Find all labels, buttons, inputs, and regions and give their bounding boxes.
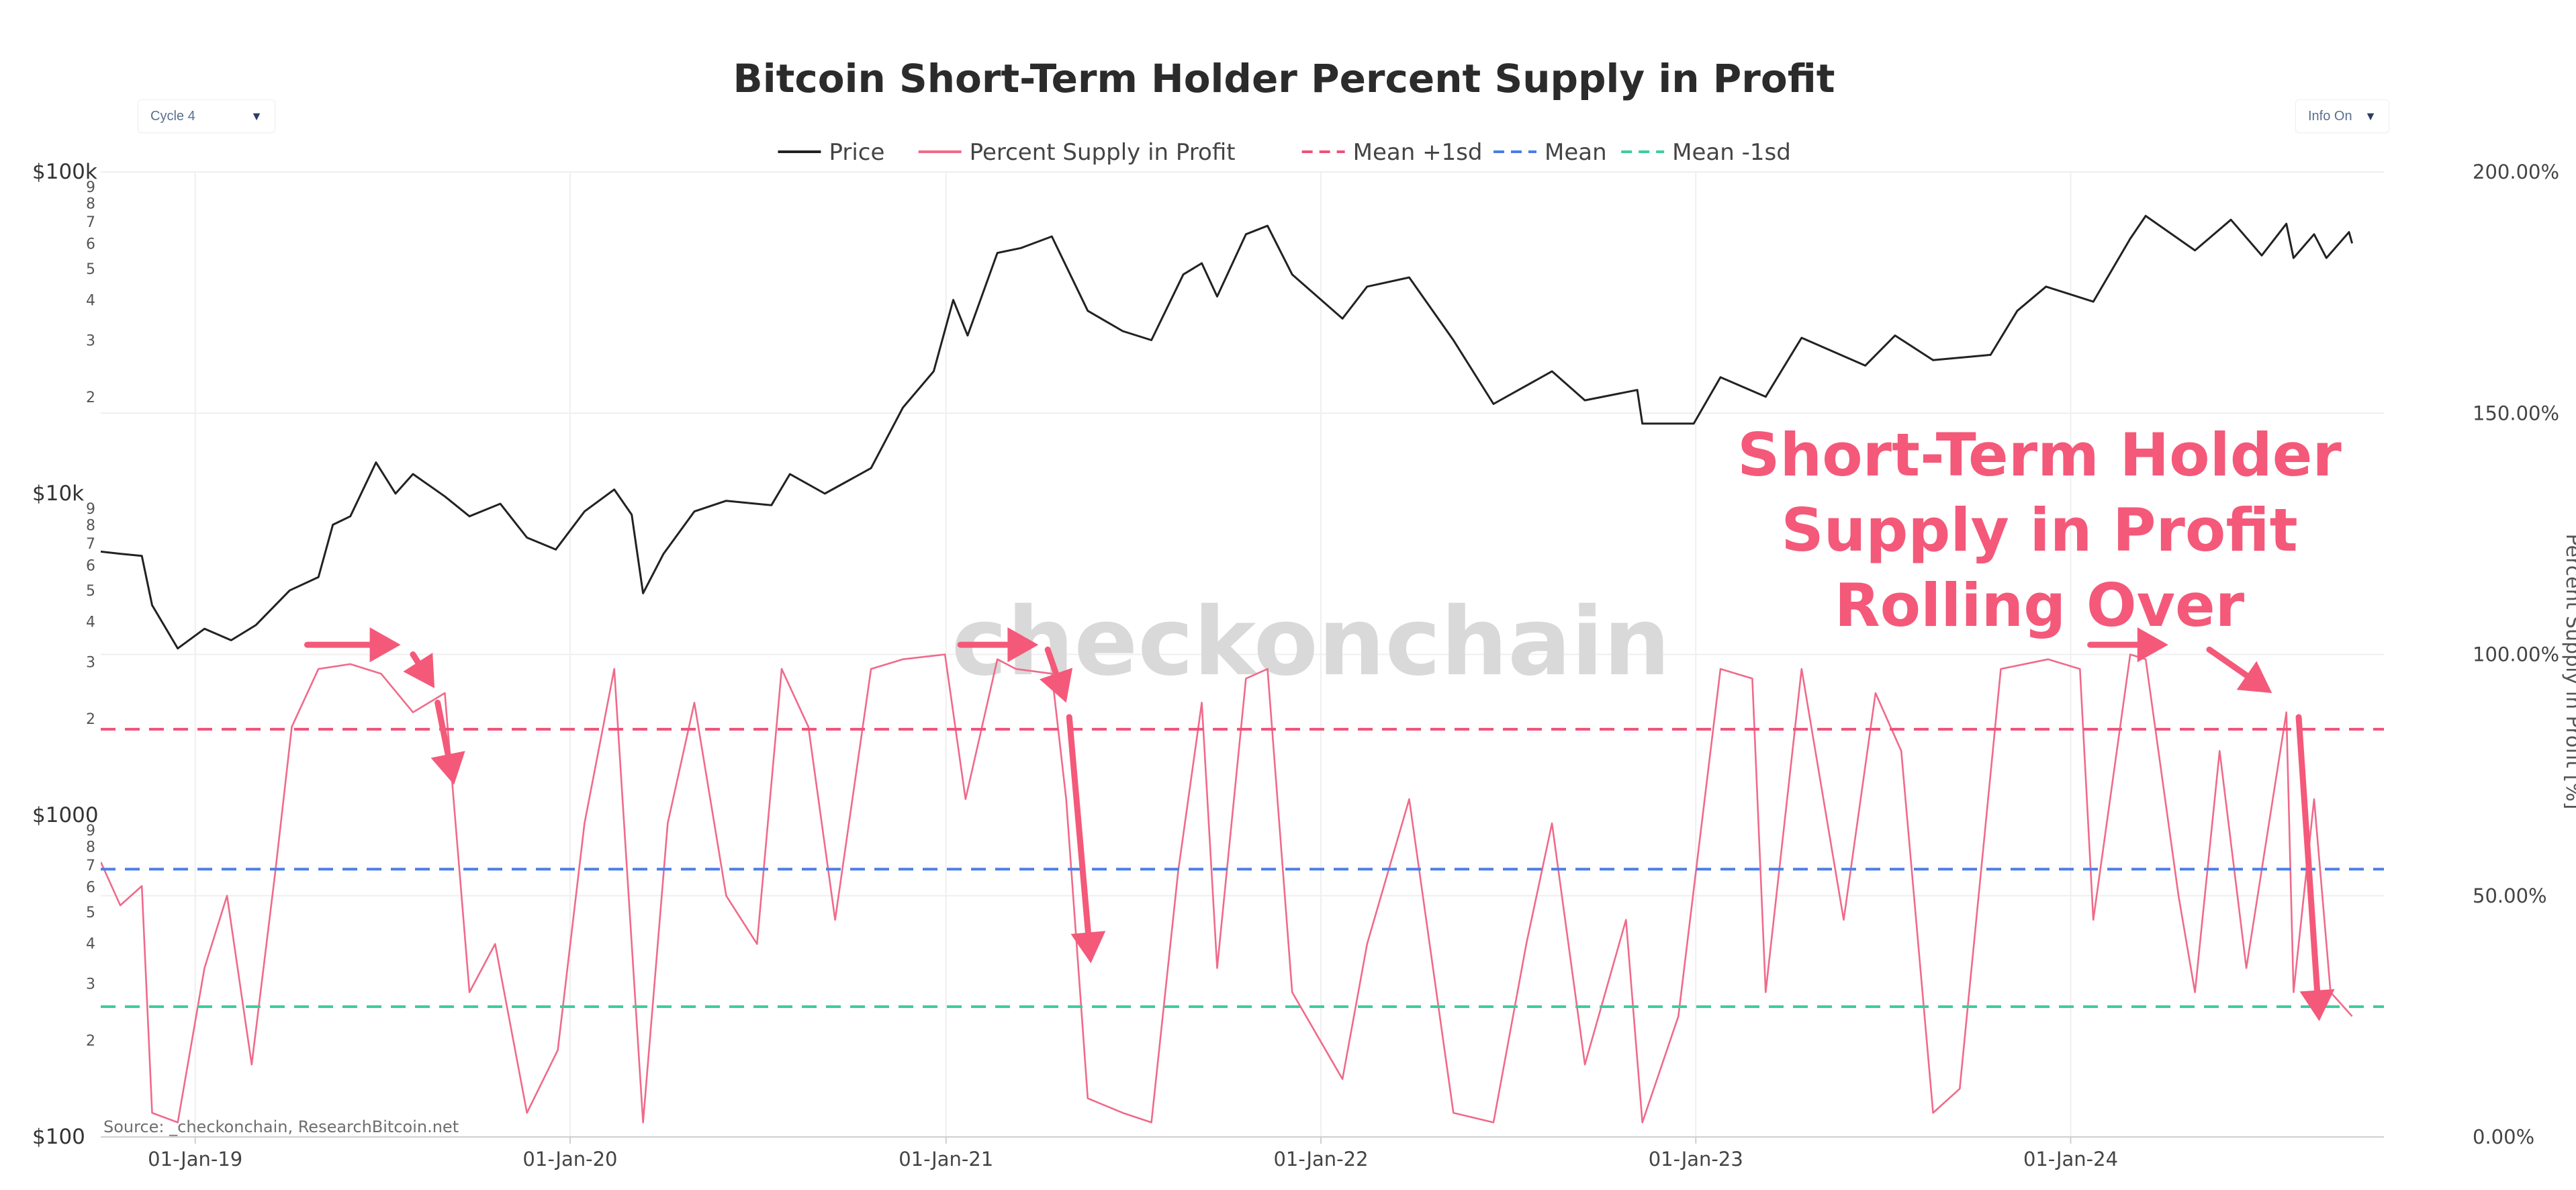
y-left-minor-label: 4	[86, 614, 95, 631]
annotation-arrow	[1040, 646, 1073, 703]
chevron-down-icon: ▼	[250, 109, 263, 123]
info-dropdown-value: Info On	[2308, 108, 2352, 124]
y-left-major-label: $100k	[32, 160, 97, 184]
y-left-minor-label: 5	[86, 583, 95, 600]
y-left-minor-label: 9	[86, 501, 95, 518]
annotation-arrow	[957, 627, 1039, 663]
annotation-arrow	[1066, 714, 1106, 964]
arrow-shaft	[410, 651, 421, 666]
y-left-minor-label: 6	[86, 879, 95, 896]
series-layer	[101, 215, 2384, 1124]
arrow-head	[1040, 668, 1073, 703]
arrow-head	[403, 653, 435, 688]
y-left-major-label: $100	[32, 1125, 85, 1149]
y-right-tick-label: 0.00%	[2473, 1126, 2534, 1148]
y-right-tick-label: 200.00%	[2473, 161, 2559, 183]
legend-label: Percent Supply in Profit	[970, 139, 1236, 166]
legend-item[interactable]: Mean +1sd	[1301, 139, 1483, 166]
annotation-line-3: Rolling Over	[1835, 571, 2245, 640]
arrow-head	[1007, 627, 1039, 663]
arrow-shaft	[2206, 646, 2250, 679]
arrow-shaft	[2295, 714, 2321, 994]
annotation-arrow	[430, 699, 465, 785]
watermark: checkonchain	[952, 588, 1671, 697]
arrow-shaft	[434, 699, 451, 758]
cycle-dropdown-value: Cycle 4	[150, 108, 195, 124]
annotation-arrow	[403, 651, 435, 688]
x-tick-label: 01-Jan-23	[1649, 1148, 1743, 1171]
axes: 01-Jan-19 01-Jan-20 01-Jan-21 01-Jan-22 01-J…	[32, 160, 2559, 1171]
x-tick-label: 01-Jan-20	[522, 1148, 617, 1171]
legend-item[interactable]: Price	[778, 139, 884, 166]
y-left-minor-label: 3	[86, 332, 95, 349]
y-left-minor-label: 7	[86, 858, 95, 874]
annotation-text: Short-Term Holder Supply in Profit Rolli…	[1737, 420, 2342, 640]
annotation-arrows	[304, 627, 2335, 1021]
y-left-minor-label: 8	[86, 195, 95, 212]
y-left-minor-label: 3	[86, 976, 95, 993]
gridlines	[101, 171, 2384, 1138]
legend-label: Mean	[1545, 139, 1607, 166]
legend-item[interactable]: Mean -1sd	[1621, 139, 1791, 166]
y-left-minor-label: 6	[86, 236, 95, 253]
arrow-head	[2236, 661, 2272, 693]
source-note: Source: _checkonchain, ResearchBitcoin.n…	[103, 1117, 459, 1136]
arrow-head	[2299, 989, 2335, 1021]
y-left-minor-label: 4	[86, 293, 95, 310]
annotation-line-1: Short-Term Holder	[1737, 420, 2342, 490]
arrow-head	[1070, 931, 1106, 964]
arrow-head	[430, 751, 465, 785]
annotation-arrow	[2295, 714, 2335, 1021]
x-tick-label: 01-Jan-19	[148, 1148, 242, 1171]
series-price-line	[101, 215, 2354, 650]
y-left-minor-label: 3	[86, 654, 95, 671]
y-left-minor-label: 4	[86, 936, 95, 953]
y-left-major-label: $10k	[32, 482, 84, 506]
x-tick-label: 01-Jan-22	[1273, 1148, 1368, 1171]
x-tick-label: 01-Jan-24	[2023, 1148, 2118, 1171]
legend-item[interactable]: Percent Supply in Profit	[918, 139, 1236, 166]
arrow-head	[2137, 627, 2168, 663]
annotation-arrow	[2206, 646, 2272, 693]
y-left-minor-label: 7	[86, 214, 95, 231]
y-left-minor-label: 2	[86, 1033, 95, 1050]
series-percent-supply-in-profit-line	[101, 653, 2353, 1124]
y-left-minor-label: 9	[86, 823, 95, 839]
y-left-minor-label: 7	[86, 536, 95, 553]
arrow-head	[369, 627, 401, 663]
y-left-minor-label: 5	[86, 261, 95, 278]
legend-label: Mean +1sd	[1353, 139, 1483, 166]
legend-item[interactable]: Mean	[1493, 139, 1607, 166]
annotation-arrow	[304, 627, 401, 663]
y-left-minor-label: 8	[86, 517, 95, 534]
y-left-major-label: $1000	[32, 803, 99, 827]
right-axis-title: Percent Supply in Profit [%]	[2561, 534, 2576, 810]
legend[interactable]: Price Percent Supply in Profit Mean +1sd Me…	[778, 139, 1791, 166]
y-right-tick-label: 150.00%	[2473, 402, 2559, 424]
legend-label: Mean -1sd	[1672, 139, 1791, 166]
annotation-line-2: Supply in Profit	[1781, 496, 2297, 565]
y-left-minor-label: 6	[86, 557, 95, 574]
y-left-minor-label: 5	[86, 905, 95, 921]
y-left-minor-label: 2	[86, 390, 95, 406]
chart-title: Bitcoin Short-Term Holder Percent Supply…	[733, 56, 1835, 101]
legend-label: Price	[829, 139, 884, 166]
y-right-tick-label: 100.00%	[2473, 643, 2559, 666]
annotation-arrow	[2087, 627, 2168, 663]
arrow-shaft	[1044, 646, 1060, 677]
info-dropdown[interactable]: Info On ▼	[2295, 99, 2389, 133]
y-right-tick-label: 50.00%	[2473, 884, 2547, 907]
y-left-minor-label: 9	[86, 179, 95, 196]
arrow-shaft	[1066, 714, 1091, 936]
y-left-minor-label: 2	[86, 711, 95, 728]
chevron-down-icon: ▼	[2364, 109, 2377, 123]
cycle-dropdown[interactable]: Cycle 4 ▼	[138, 99, 275, 133]
x-tick-label: 01-Jan-21	[899, 1148, 993, 1171]
y-left-minor-label: 8	[86, 839, 95, 856]
